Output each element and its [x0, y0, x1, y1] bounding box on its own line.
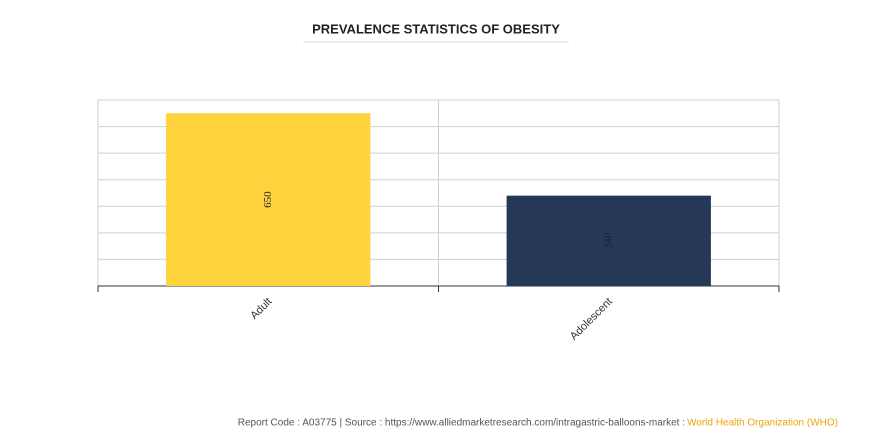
bar	[166, 113, 371, 287]
value-label: 650	[262, 191, 274, 208]
chart-title: PREVALENCE STATISTICS OF OBESITY	[312, 21, 560, 36]
footer-organization: World Health Organization (WHO)	[687, 418, 838, 429]
x-tick-label: Adult	[248, 296, 274, 322]
footer-source: Report Code : A03775 | Source : https://…	[238, 418, 685, 429]
value-label: 340	[602, 232, 614, 249]
x-tick-label: Adolescent	[568, 296, 615, 343]
bar	[506, 195, 711, 286]
